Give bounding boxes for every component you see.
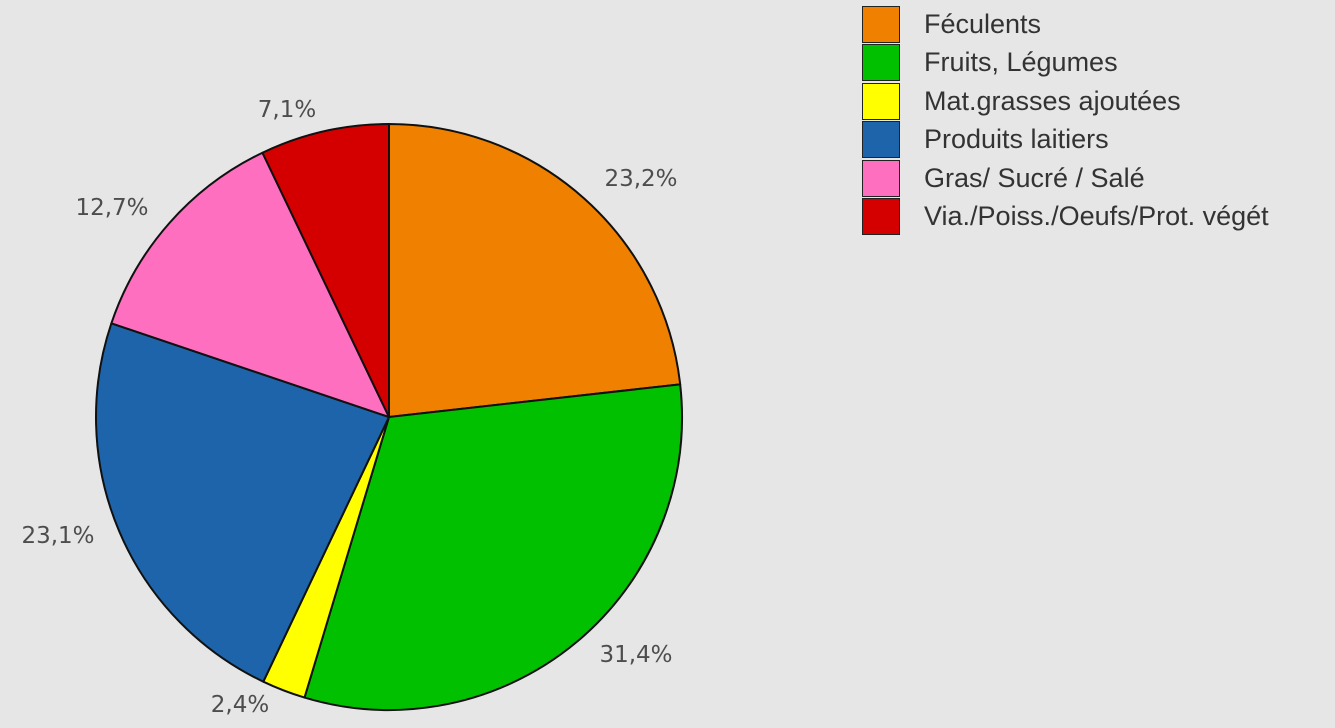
pie-slice-labels: 23,2% 31,4% 2,4% 23,1% 12,7% 7,1% bbox=[21, 97, 677, 718]
legend-label: Mat.grasses ajoutées bbox=[924, 85, 1181, 116]
legend-label: Gras/ Sucré / Salé bbox=[924, 162, 1145, 193]
legend-item: Produits laitiers bbox=[862, 121, 1269, 160]
legend-swatch bbox=[862, 44, 900, 82]
pie-slice-4 bbox=[110, 151, 390, 418]
slice-value-label: 7,1% bbox=[258, 97, 316, 123]
slice-value-label: 31,4% bbox=[599, 642, 672, 668]
legend-swatch bbox=[862, 82, 900, 120]
legend-item: Via./Poiss./Oeufs/Prot. végét bbox=[862, 198, 1269, 237]
legend-swatch bbox=[862, 159, 900, 197]
legend-item: Gras/ Sucré / Salé bbox=[862, 159, 1269, 198]
legend-swatch bbox=[862, 5, 900, 43]
legend-swatch bbox=[862, 121, 900, 159]
pie-slice-0 bbox=[388, 123, 682, 418]
legend-label: Via./Poiss./Oeufs/Prot. végét bbox=[924, 201, 1269, 232]
legend-item: Fruits, Légumes bbox=[862, 44, 1269, 83]
legend-item: Mat.grasses ajoutées bbox=[862, 82, 1269, 121]
legend-swatch bbox=[862, 198, 900, 236]
chart-legend: Féculents Fruits, Légumes Mat.grasses ajou… bbox=[862, 5, 1269, 236]
slice-value-label: 2,4% bbox=[211, 692, 269, 718]
slice-value-label: 23,1% bbox=[21, 523, 94, 549]
legend-label: Produits laitiers bbox=[924, 124, 1109, 155]
legend-label: Féculents bbox=[924, 8, 1042, 39]
pie-slices bbox=[95, 123, 683, 711]
pie-slice-3 bbox=[95, 322, 390, 683]
legend-label: Fruits, Légumes bbox=[924, 47, 1118, 78]
slice-value-label: 23,2% bbox=[604, 166, 677, 192]
pie-slice-5 bbox=[261, 123, 390, 418]
pie-slice-1 bbox=[303, 383, 683, 711]
slice-value-label: 12,7% bbox=[75, 195, 148, 221]
legend-item: Féculents bbox=[862, 5, 1269, 44]
